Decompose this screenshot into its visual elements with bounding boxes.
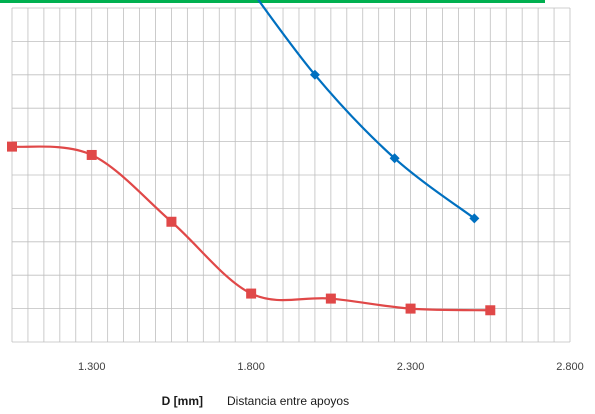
series-1-point-4 xyxy=(325,293,336,304)
series-0-line xyxy=(257,0,476,220)
series-1-point-2 xyxy=(166,216,177,227)
x-tick-label-3: 2.800 xyxy=(556,361,584,373)
series-0 xyxy=(257,0,480,224)
x-tick-label-2: 2.300 xyxy=(397,361,425,373)
x-axis-symbol: D [mm] xyxy=(162,394,203,408)
series-layer xyxy=(7,0,496,316)
series-0-point-2 xyxy=(389,153,400,164)
series-1-point-6 xyxy=(485,305,496,316)
x-tick-label-0: 1.300 xyxy=(78,361,106,373)
series-0-point-3 xyxy=(469,213,480,224)
x-axis-ticks: 1.300 1.800 2.300 2.800 xyxy=(78,361,584,373)
series-1 xyxy=(7,141,496,316)
grid xyxy=(11,7,571,343)
series-0-point-1 xyxy=(309,69,320,80)
x-tick-label-1: 1.800 xyxy=(237,361,265,373)
series-1-point-1 xyxy=(86,149,97,160)
series-1-point-0 xyxy=(7,141,17,152)
series-1-point-5 xyxy=(405,303,416,314)
series-1-point-3 xyxy=(246,288,257,299)
x-axis-label: Distancia entre apoyos xyxy=(227,394,349,408)
